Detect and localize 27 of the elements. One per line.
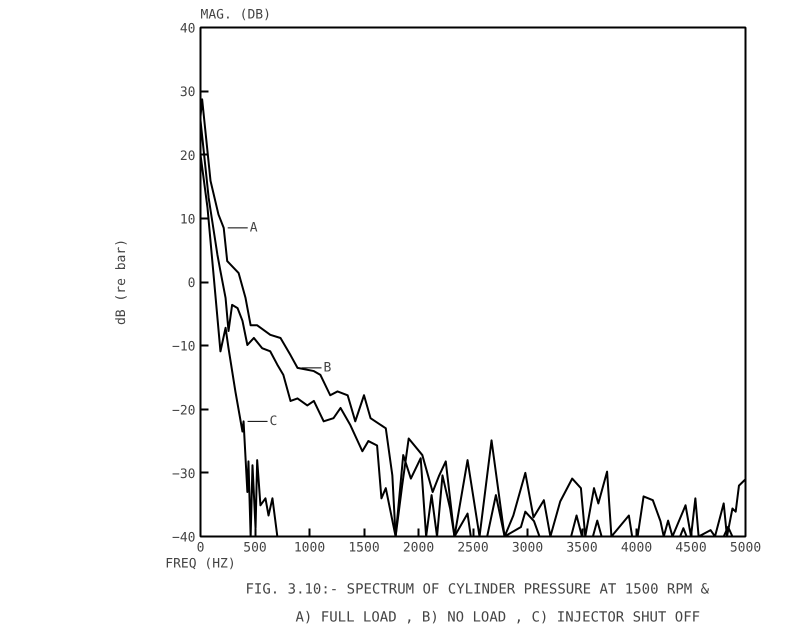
y-tick-label: −20 — [172, 403, 196, 418]
x-tick-label: 4500 — [675, 540, 707, 556]
y-tick-label: 10 — [180, 212, 196, 228]
x-tick-label: 3500 — [566, 540, 598, 556]
caption: FIG. 3.10:- SPECTRUM OF CYLINDER PRESSURE AT 1500 RPM & — [246, 582, 710, 598]
y-tick-label: 40 — [180, 22, 196, 36]
y-tick-label: −40 — [172, 530, 196, 546]
x-tick-label: 3000 — [512, 540, 544, 556]
x-tick-label: 4000 — [620, 540, 652, 556]
annotation: C — [270, 414, 278, 429]
x-tick-label: 2500 — [457, 540, 489, 556]
y-tick-label: 30 — [180, 85, 196, 100]
chart-title: MAG. (DB) — [200, 8, 271, 22]
x-tick-label: 500 — [243, 540, 267, 556]
annotation: B — [324, 360, 332, 376]
y-tick-label: 0 — [188, 276, 196, 291]
x-tick-label: 1500 — [348, 540, 380, 556]
y-tick-label: −10 — [172, 340, 196, 355]
annotation: A — [250, 220, 258, 236]
x-tick-label: 1000 — [294, 540, 326, 556]
y-tick-label: −30 — [172, 466, 196, 482]
x-axis-title: FREQ (HZ) — [165, 556, 236, 572]
x-tick-label: 2000 — [402, 540, 434, 556]
y-tick-label: 20 — [180, 148, 196, 164]
text: A) FULL LOAD , B) NO LOAD , C) INJECTOR SHUT OFF — [296, 610, 700, 626]
x-tick-label: 5000 — [730, 540, 762, 556]
y-axis-title: dB (re bar) — [114, 238, 130, 326]
